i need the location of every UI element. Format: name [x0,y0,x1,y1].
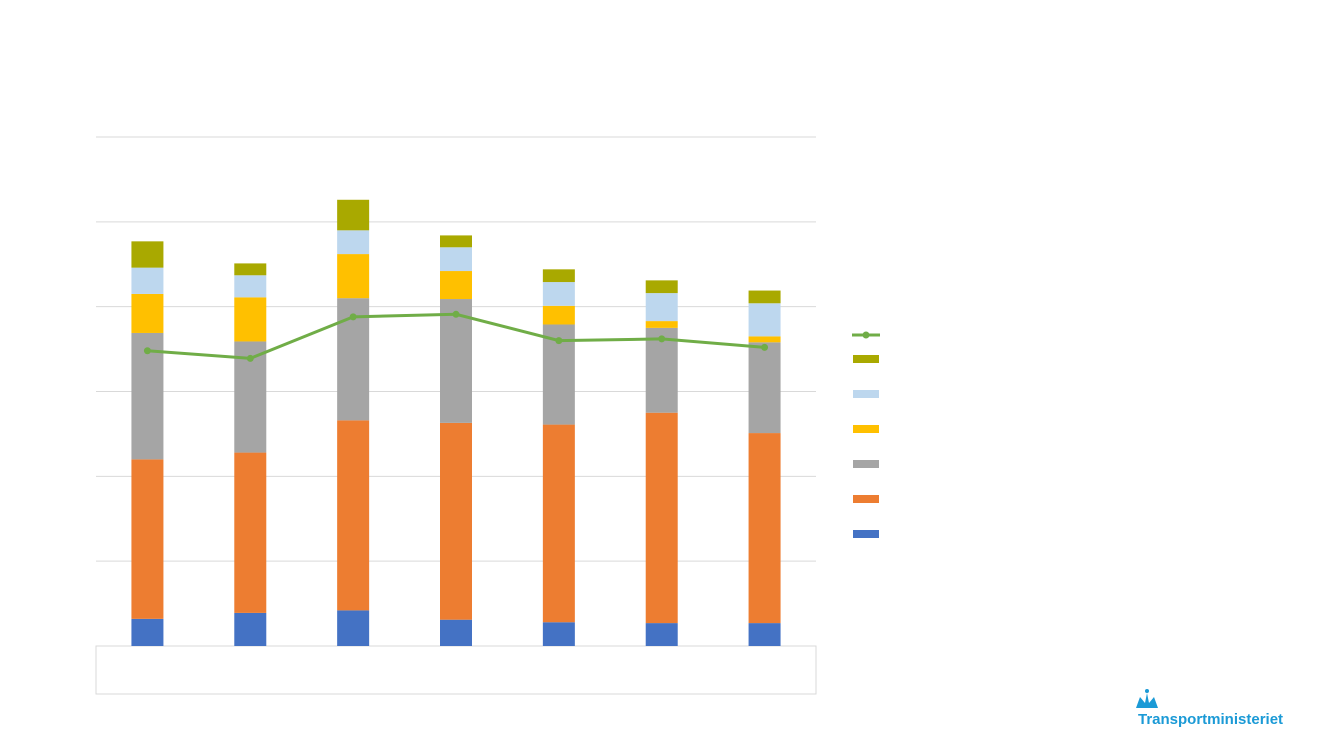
legend-swatch [853,460,879,468]
legend-swatch [853,425,879,433]
bar [131,241,164,268]
bar [748,290,781,304]
bar [645,321,678,328]
bar [542,622,575,646]
line-marker [246,354,254,362]
logo-text: Transportministeriet [1138,711,1283,728]
bar [234,275,267,298]
line-marker [658,335,666,343]
bar [440,235,472,248]
legend-swatch [853,355,879,363]
bar [542,282,575,306]
bar [645,293,678,322]
bar [337,199,370,231]
bar [748,336,781,343]
legend-swatch [853,495,879,503]
line-marker [143,347,151,355]
bar [440,247,472,272]
bar [645,623,678,646]
bar [234,263,267,276]
bar [748,433,781,624]
bar [542,424,575,623]
bar [440,619,472,646]
legend-marker [862,331,870,339]
bar [542,269,575,283]
bar [337,610,370,646]
bar [645,280,678,294]
bar [234,452,267,613]
bar [131,267,164,294]
bar [131,618,164,646]
line-marker [349,313,357,321]
legend-swatch [853,390,879,398]
bar [234,612,267,646]
bar [337,254,370,299]
bar [131,293,164,333]
bar [440,422,472,620]
line-marker [555,337,563,345]
bar [645,412,678,624]
bar [131,459,164,619]
bar [337,230,370,255]
line-marker [761,343,769,351]
bar [748,303,781,337]
legend-swatch [853,530,879,538]
axis-box [95,645,817,695]
bar [440,271,472,300]
bar [234,297,267,342]
bar [542,305,575,325]
bar [440,299,472,423]
bar [748,342,781,434]
logo-crown [1136,689,1158,708]
bar [337,420,370,611]
bar [748,623,781,646]
line-marker [452,310,460,318]
